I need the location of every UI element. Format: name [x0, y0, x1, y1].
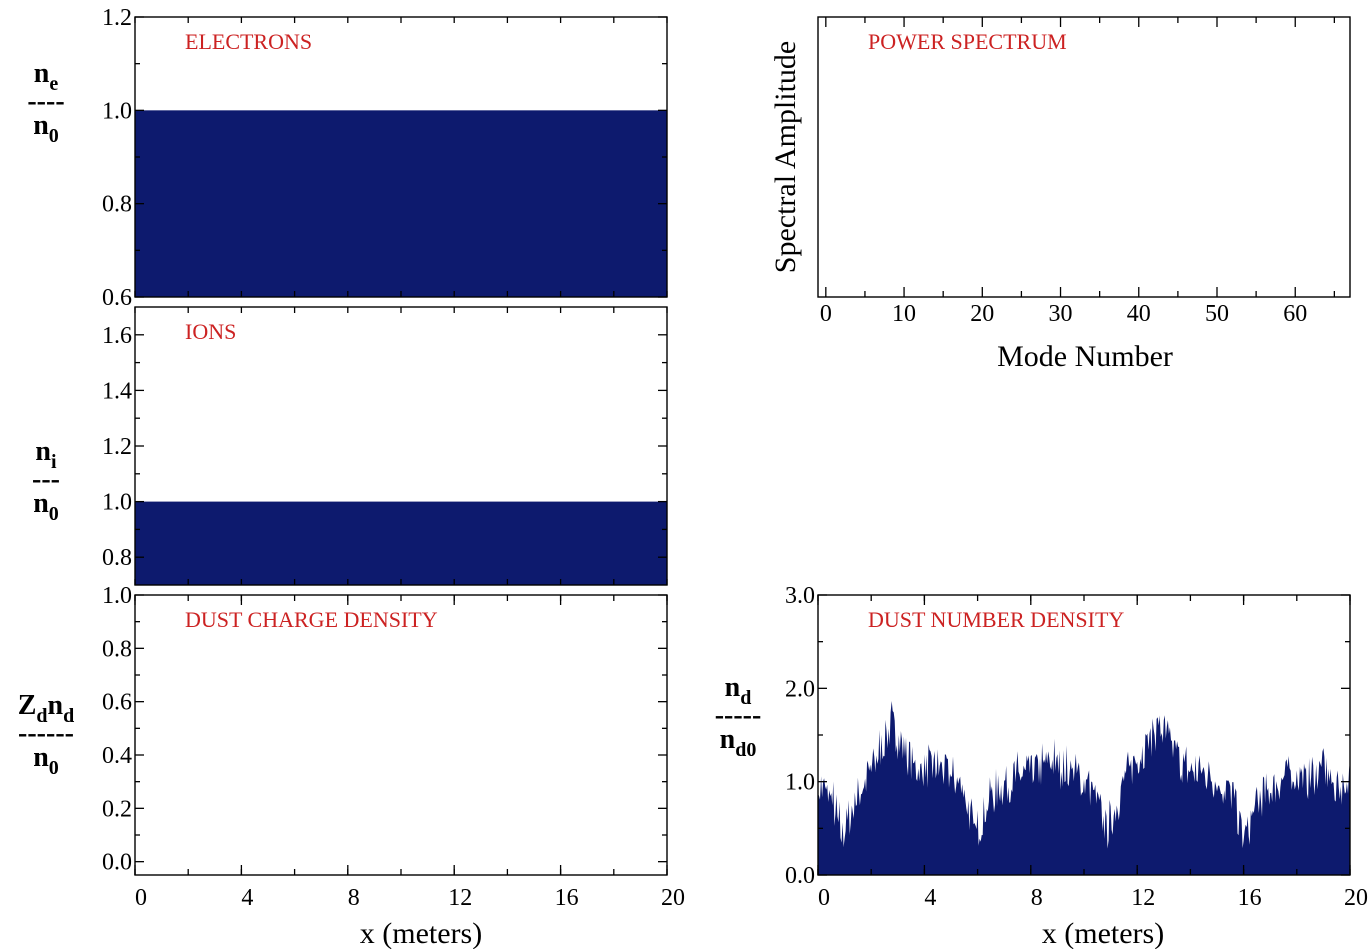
y-tick-label: 0.8: [102, 192, 132, 218]
dust-charge-x-axis-label: x (meters): [360, 917, 482, 949]
y-label-fraction-bar: ---: [32, 464, 60, 495]
dust-charge-ticks: 0.0 0.2 0.4 0.6 0.8 1.0 0 4 8 12 16 20: [102, 583, 685, 911]
y-tick-label: 0.4: [102, 743, 132, 769]
power-spectrum-panel: 0 10 20 30 40 50 60 POWER SPECTRUM Spectral Am…: [769, 16, 1351, 373]
y-label-denominator: n0: [33, 488, 59, 525]
y-tick-label: 3.0: [785, 583, 815, 609]
y-tick-label: 1.2: [102, 434, 132, 460]
dust-number-panel-label: DUST NUMBER DENSITY: [868, 607, 1124, 632]
y-tick-label: 0.8: [102, 636, 132, 662]
dust-number-ticks: 0.0 1.0 2.0 3.0 0 4 8 12 16 20: [785, 583, 1368, 911]
y-label-denominator: n0: [33, 110, 59, 147]
power-spectrum-y-axis-label: Spectral Amplitude: [769, 41, 802, 273]
dust-charge-panel: 0.0 0.2 0.4 0.6 0.8 1.0 0 4 8 12 16 20 DUST CHARGE …: [18, 583, 685, 949]
electrons-panel: 0.6 0.8 1.0 1.2 ELECTRONS ne----n0: [27, 5, 668, 311]
electrons-panel-label: ELECTRONS: [185, 29, 312, 54]
ions-panel: 0.8 1.0 1.2 1.4 1.6 IONS ni---n0: [32, 306, 668, 586]
dust-number-density-area: [818, 701, 1350, 875]
y-tick-label: 1.0: [102, 490, 132, 516]
y-tick-label: 1.0: [102, 98, 132, 124]
electrons-y-axis-label: ne----n0: [27, 58, 64, 147]
dust-number-y-axis-label: nd-----nd0: [715, 672, 762, 761]
dust-charge-plot-frame: [134, 594, 668, 876]
power-spectrum-x-axis-label: Mode Number: [997, 340, 1173, 373]
x-tick-label: 10: [892, 301, 916, 327]
x-tick-label: 20: [661, 885, 685, 911]
y-tick-label: 1.0: [102, 583, 132, 609]
power-spectrum-plot-frame: [817, 16, 1351, 298]
y-tick-label: 0.0: [785, 863, 815, 889]
power-spectrum-x-ticks: 0 10 20 30 40 50 60: [820, 17, 1336, 327]
power-spectrum-panel-label: POWER SPECTRUM: [868, 29, 1067, 54]
y-label-denominator: n0: [33, 742, 59, 779]
electrons-density-fill: [135, 110, 667, 297]
y-tick-label: 0.0: [102, 850, 132, 876]
x-tick-label: 8: [348, 885, 360, 911]
ions-panel-label: IONS: [185, 319, 236, 344]
y-tick-label: 2.0: [785, 676, 815, 702]
y-tick-label: 0.2: [102, 796, 132, 822]
y-label-fraction-bar: -----: [715, 700, 762, 731]
y-tick-label: 1.2: [102, 5, 132, 31]
x-tick-label: 4: [241, 885, 253, 911]
x-tick-label: 60: [1283, 301, 1307, 327]
ions-y-axis-label: ni---n0: [32, 436, 60, 525]
y-tick-label: 1.4: [102, 378, 132, 404]
x-tick-label: 16: [1238, 885, 1262, 911]
dust-charge-y-axis-label: Zdnd------n0: [18, 690, 75, 779]
y-label-numerator: nd: [725, 672, 752, 709]
ions-y-ticks: 0.8 1.0 1.2 1.4 1.6: [102, 307, 668, 585]
y-tick-label: 1.0: [785, 770, 815, 796]
y-label-numerator: ne: [34, 58, 59, 95]
x-tick-label: 0: [135, 885, 147, 911]
x-tick-label: 12: [1131, 885, 1155, 911]
y-label-fraction-bar: ------: [18, 718, 74, 749]
x-tick-label: 50: [1205, 301, 1229, 327]
y-label-fraction-bar: ----: [27, 86, 64, 117]
x-tick-label: 30: [1049, 301, 1073, 327]
dust-charge-panel-label: DUST CHARGE DENSITY: [185, 607, 438, 632]
y-tick-label: 0.6: [102, 285, 132, 311]
ions-density-fill: [135, 501, 667, 585]
x-tick-label: 12: [448, 885, 472, 911]
dust-number-x-axis-label: x (meters): [1042, 917, 1164, 949]
x-tick-label: 20: [970, 301, 994, 327]
y-tick-label: 1.6: [102, 323, 132, 349]
x-tick-label: 8: [1031, 885, 1043, 911]
y-label-denominator: nd0: [720, 724, 757, 761]
x-tick-label: 4: [924, 885, 936, 911]
y-label-numerator: Zdnd: [18, 690, 75, 727]
x-tick-label: 40: [1127, 301, 1151, 327]
y-tick-label: 0.6: [102, 690, 132, 716]
x-tick-label: 20: [1344, 885, 1368, 911]
electrons-y-ticks: 0.6 0.8 1.0 1.2: [102, 5, 668, 311]
y-label-numerator: ni: [35, 436, 57, 473]
x-tick-label: 0: [818, 885, 830, 911]
x-tick-label: 0: [820, 301, 832, 327]
dust-number-panel: 0.0 1.0 2.0 3.0 0 4 8 12 16 20 DUST NUMBER DENSIT…: [715, 583, 1368, 949]
y-tick-label: 0.8: [102, 545, 132, 571]
x-tick-label: 16: [555, 885, 579, 911]
